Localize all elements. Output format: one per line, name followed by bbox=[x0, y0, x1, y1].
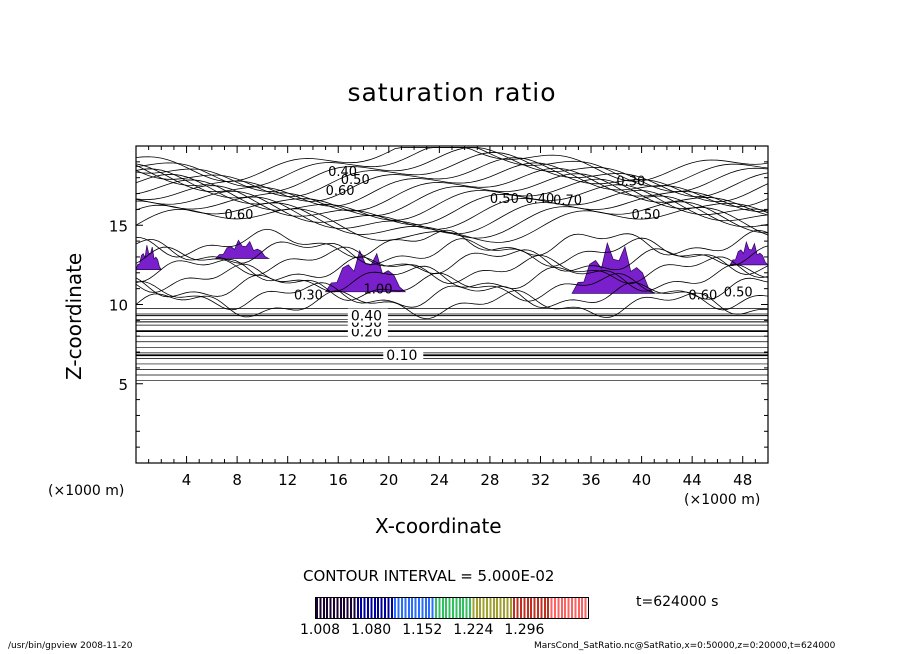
colorbar-tick-labels: 1.008 1.080 1.152 1.224 1.296 bbox=[300, 622, 544, 638]
contour-line bbox=[135, 246, 769, 276]
time-annotation: t=624000 s bbox=[636, 594, 719, 610]
y-tick-label: 10 bbox=[109, 297, 128, 315]
colorbar-tick-label: 1.152 bbox=[402, 622, 443, 638]
contour-line bbox=[135, 281, 769, 311]
contour-line bbox=[135, 184, 769, 226]
x-tick-label: 12 bbox=[278, 471, 297, 489]
colorbar-tick-label: 1.080 bbox=[351, 622, 392, 638]
chart-title: saturation ratio bbox=[347, 78, 557, 107]
x-tick-label: 16 bbox=[329, 471, 348, 489]
contour-line bbox=[135, 207, 769, 243]
x-tick-label: 24 bbox=[430, 471, 449, 489]
contour-line bbox=[135, 255, 769, 284]
x-tick-label: 48 bbox=[733, 471, 752, 489]
contour-label: 0.60 bbox=[224, 208, 253, 223]
contour-label-bg bbox=[383, 348, 424, 363]
contour-label-bg bbox=[347, 308, 388, 323]
shaded-region bbox=[324, 249, 407, 293]
contour-line bbox=[135, 147, 769, 187]
shaded-region bbox=[571, 241, 656, 294]
contour-label: 0.40 bbox=[525, 192, 554, 207]
contour-line bbox=[135, 228, 769, 259]
contour-line bbox=[135, 152, 769, 198]
contour-label: 0.50 bbox=[490, 192, 519, 207]
contour-line bbox=[135, 147, 769, 192]
x-unit-label-right: (×1000 m) bbox=[684, 492, 761, 508]
shaded-region bbox=[729, 240, 769, 266]
contour-line bbox=[135, 189, 769, 230]
shaded-region bbox=[135, 245, 162, 270]
contour-line bbox=[135, 237, 769, 267]
x-tick-label: 36 bbox=[581, 471, 600, 489]
contour-label: 0.60 bbox=[688, 289, 717, 304]
contour-label: 0.40 bbox=[351, 309, 382, 325]
contour-label: 0.50 bbox=[724, 286, 753, 301]
contour-interval-label: CONTOUR INTERVAL = 5.000E-02 bbox=[303, 567, 555, 585]
y-axis-label: Z-coordinate bbox=[62, 252, 86, 380]
contour-line bbox=[135, 178, 769, 221]
contour-label: 0.30 bbox=[616, 175, 645, 190]
x-tick-label: 44 bbox=[683, 471, 702, 489]
x-tick-label: 4 bbox=[182, 471, 192, 489]
y-tick-label: 5 bbox=[118, 376, 128, 394]
footer-file-info: MarsCond_SatRatio.nc@SatRatio,x=0:50000,… bbox=[534, 641, 836, 651]
contour-label: 0.30 bbox=[294, 289, 323, 304]
contour-line bbox=[135, 272, 769, 302]
x-unit-label: (×1000 m) bbox=[48, 483, 125, 499]
y-tick-label: 15 bbox=[109, 217, 128, 235]
colorbar bbox=[315, 597, 589, 619]
colorbar-tick-label: 1.224 bbox=[453, 622, 494, 638]
contour-label: 1.00 bbox=[364, 282, 393, 297]
contour-line bbox=[135, 290, 769, 320]
contour-label: 0.40 bbox=[328, 165, 357, 180]
contour-label: 0.50 bbox=[341, 173, 370, 188]
x-tick-label: 32 bbox=[531, 471, 550, 489]
x-tick-label: 40 bbox=[632, 471, 651, 489]
contour-label: 0.10 bbox=[386, 348, 417, 364]
contour-line bbox=[135, 157, 769, 203]
contour-label: 0.50 bbox=[631, 208, 660, 223]
contour-line bbox=[135, 167, 769, 212]
x-tick-label: 8 bbox=[232, 471, 242, 489]
contour-line bbox=[135, 173, 769, 216]
colorbar-tick-label: 1.296 bbox=[504, 622, 545, 638]
x-tick-label: 28 bbox=[480, 471, 499, 489]
x-tick-label: 20 bbox=[379, 471, 398, 489]
contour-line bbox=[135, 147, 769, 182]
colorbar-tick-label: 1.008 bbox=[300, 622, 341, 638]
x-axis-label: X-coordinate bbox=[375, 514, 502, 538]
contour-label: 0.60 bbox=[326, 184, 355, 199]
footer-program-date: /usr/bin/gpview 2008-11-20 bbox=[8, 641, 133, 651]
shaded-region bbox=[214, 239, 271, 259]
contour-label: 0.70 bbox=[553, 194, 582, 209]
contour-line bbox=[135, 162, 769, 207]
